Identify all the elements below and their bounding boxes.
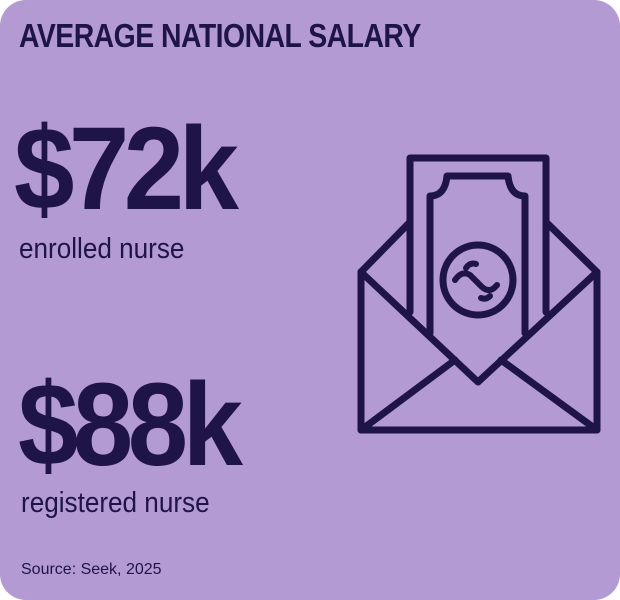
envelope-money-icon [357,154,601,434]
enrolled-nurse-label: enrolled nurse [19,233,185,265]
enrolled-nurse-salary: $72k [14,103,239,235]
source-note: Source: Seek, 2025 [21,561,162,578]
registered-nurse-label: registered nurse [21,487,210,519]
registered-nurse-salary: $88k [18,359,243,491]
card-title: AVERAGE NATIONAL SALARY [19,17,421,54]
